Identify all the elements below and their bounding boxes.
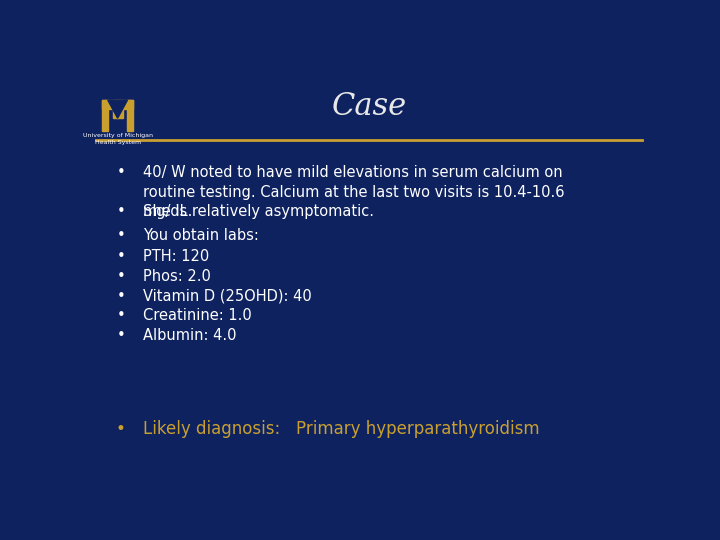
Bar <box>117 100 122 118</box>
Text: 40/ W noted to have mild elevations in serum calcium on
routine testing. Calcium: 40/ W noted to have mild elevations in s… <box>143 165 564 219</box>
Bar <box>102 100 108 131</box>
Bar <box>102 100 133 109</box>
Bar <box>127 100 133 131</box>
Text: •: • <box>117 204 125 219</box>
Text: She is relatively asymptomatic.: She is relatively asymptomatic. <box>143 204 374 219</box>
Text: •: • <box>116 420 125 438</box>
Polygon shape <box>108 100 127 118</box>
Text: Albumin: 4.0: Albumin: 4.0 <box>143 328 236 342</box>
Text: Vitamin D (25OHD): 40: Vitamin D (25OHD): 40 <box>143 288 312 303</box>
Bar <box>113 100 118 118</box>
Text: •: • <box>117 328 125 342</box>
Text: Likely diagnosis:   Primary hyperparathyroidism: Likely diagnosis: Primary hyperparathyro… <box>143 420 539 438</box>
Text: Creatinine: 1.0: Creatinine: 1.0 <box>143 308 252 323</box>
Text: •: • <box>117 165 125 180</box>
Text: •: • <box>117 228 125 243</box>
Text: •: • <box>117 268 125 284</box>
Text: •: • <box>117 288 125 303</box>
Text: •: • <box>117 308 125 323</box>
Text: You obtain labs:: You obtain labs: <box>143 228 259 243</box>
Text: University of Michigan
Health System: University of Michigan Health System <box>83 133 153 145</box>
Text: Case: Case <box>331 91 407 122</box>
Text: PTH: 120: PTH: 120 <box>143 248 210 264</box>
Text: Phos: 2.0: Phos: 2.0 <box>143 268 211 284</box>
Text: •: • <box>117 248 125 264</box>
